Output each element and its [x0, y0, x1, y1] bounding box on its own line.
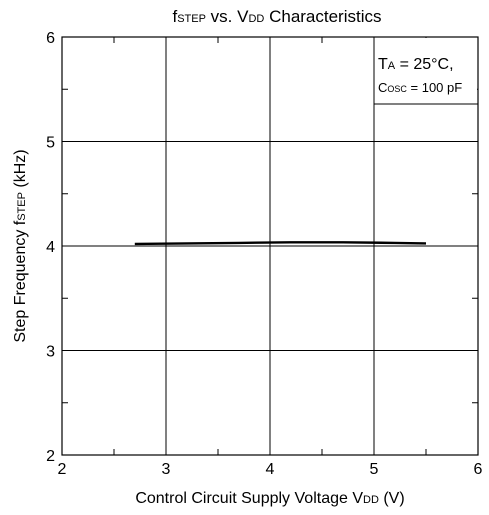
- ylabel-unit: (kHz): [12, 149, 29, 192]
- grid: [62, 37, 478, 455]
- x-tick-label: 3: [162, 461, 171, 478]
- title-f-sub: STEP: [177, 13, 206, 25]
- annotation-t: T: [378, 56, 388, 73]
- annotation-background: [375, 38, 477, 103]
- y-tick-label: 2: [46, 448, 55, 465]
- title-rest: Characteristics: [264, 7, 381, 26]
- annotation-line1: TA = 25°C,: [378, 56, 454, 73]
- series-line: [134, 241, 427, 246]
- y-tick-label: 3: [46, 344, 55, 361]
- chart-title: fSTEP vs. VDD Characteristics: [172, 7, 381, 26]
- y-tick-label: 4: [46, 239, 55, 256]
- y-tick-label: 6: [46, 30, 55, 47]
- ylabel-sub: STEP: [16, 192, 28, 221]
- title-f: f: [172, 7, 177, 26]
- xlabel-unit: (V): [379, 490, 405, 507]
- annotation-c-sub: OSC: [387, 84, 407, 94]
- annotation-box: TA = 25°C, COSC = 100 pF: [373, 37, 478, 105]
- y-tick-label: 5: [46, 135, 55, 152]
- x-tick-label: 6: [474, 461, 483, 478]
- annotation-cap: = 100 pF: [407, 80, 462, 95]
- x-tick-label: 4: [266, 461, 275, 478]
- tick-labels: 2 3 4 5 6 2 3 4 5 6: [46, 30, 482, 478]
- ylabel-main: Step Frequency f: [12, 220, 29, 342]
- xlabel-sub: DD: [363, 494, 379, 506]
- series-group: [134, 241, 427, 246]
- annotation-t-sub: A: [388, 60, 396, 72]
- annotation-temp: = 25°C,: [395, 56, 453, 73]
- y-axis-label: Step Frequency fSTEP (kHz): [12, 149, 29, 342]
- xlabel-main: Control Circuit Supply Voltage V: [135, 490, 363, 507]
- title-vs: vs. V: [206, 7, 249, 26]
- x-tick-label: 2: [58, 461, 67, 478]
- x-tick-label: 5: [370, 461, 379, 478]
- annotation-c: C: [378, 80, 387, 95]
- plot-frame: [61, 36, 479, 456]
- annotation-line2: COSC = 100 pF: [378, 80, 462, 95]
- x-axis-label: Control Circuit Supply Voltage VDD (V): [135, 490, 404, 507]
- title-vdd-sub: DD: [248, 13, 264, 25]
